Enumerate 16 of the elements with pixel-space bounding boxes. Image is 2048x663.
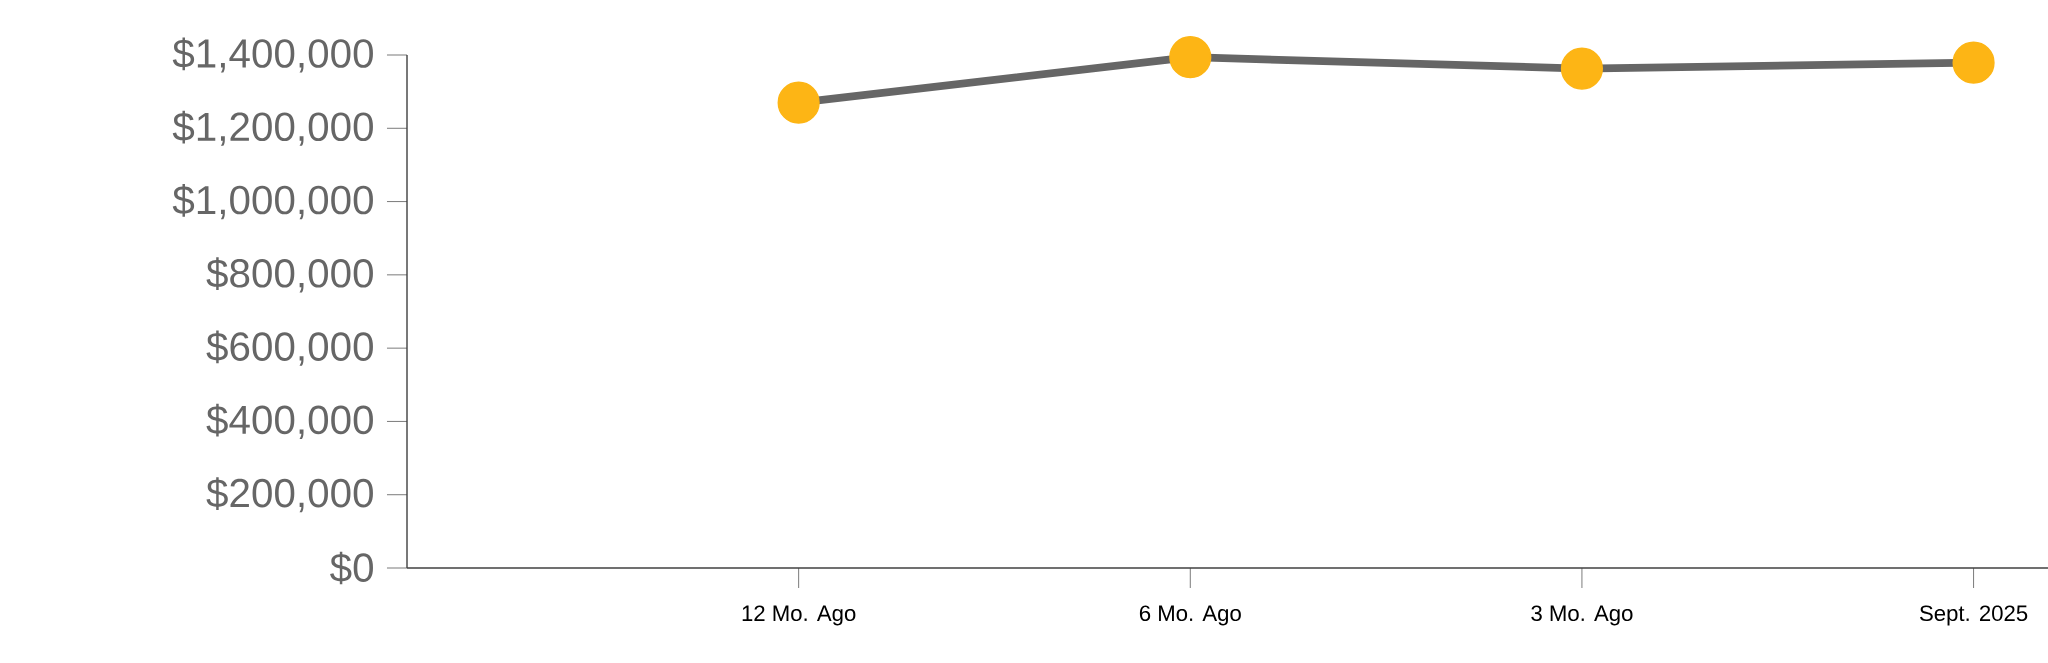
point: [777, 81, 820, 124]
x-tick-label: 6 Mo. Ago: [1139, 605, 1241, 626]
y-tick-label: $0: [330, 551, 373, 585]
point: [1952, 41, 1995, 84]
x-tick-label: 12 Mo. Ago: [742, 605, 856, 626]
point: [1560, 47, 1604, 90]
y-tick-label: $1,000,000: [172, 184, 373, 220]
y-tick-label: $800,000: [206, 257, 373, 293]
x-tick-label: 3 Mo. Ago: [1531, 605, 1633, 626]
y-tick-label: $1,200,000: [172, 110, 373, 146]
y-tick-label: $1,400,000: [172, 37, 373, 73]
y-tick-label: $600,000: [206, 330, 373, 366]
x-tick-label: Sept. 2025: [1919, 605, 2028, 626]
y-tick-label: $400,000: [206, 403, 373, 439]
y-tick-label: $200,000: [206, 477, 373, 513]
point: [1169, 36, 1212, 79]
